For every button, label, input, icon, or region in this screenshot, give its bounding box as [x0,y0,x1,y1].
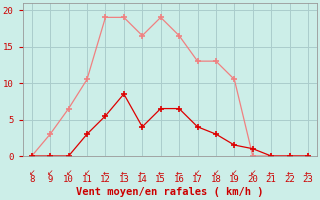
Text: ↙: ↙ [194,168,201,178]
X-axis label: Vent moyen/en rafales ( km/h ): Vent moyen/en rafales ( km/h ) [76,187,264,197]
Text: ↙: ↙ [231,168,237,178]
Text: ↙: ↙ [28,168,35,178]
Text: ↙: ↙ [65,168,72,178]
Text: ↙: ↙ [250,168,256,178]
Text: ←: ← [102,168,108,178]
Text: ←: ← [157,168,164,178]
Text: ↙: ↙ [47,168,53,178]
Text: ←: ← [286,168,293,178]
Text: ←: ← [268,168,274,178]
Text: ↙: ↙ [213,168,219,178]
Text: ←: ← [139,168,146,178]
Text: ←: ← [305,168,311,178]
Text: ←: ← [176,168,182,178]
Text: ↙: ↙ [84,168,90,178]
Text: ←: ← [121,168,127,178]
